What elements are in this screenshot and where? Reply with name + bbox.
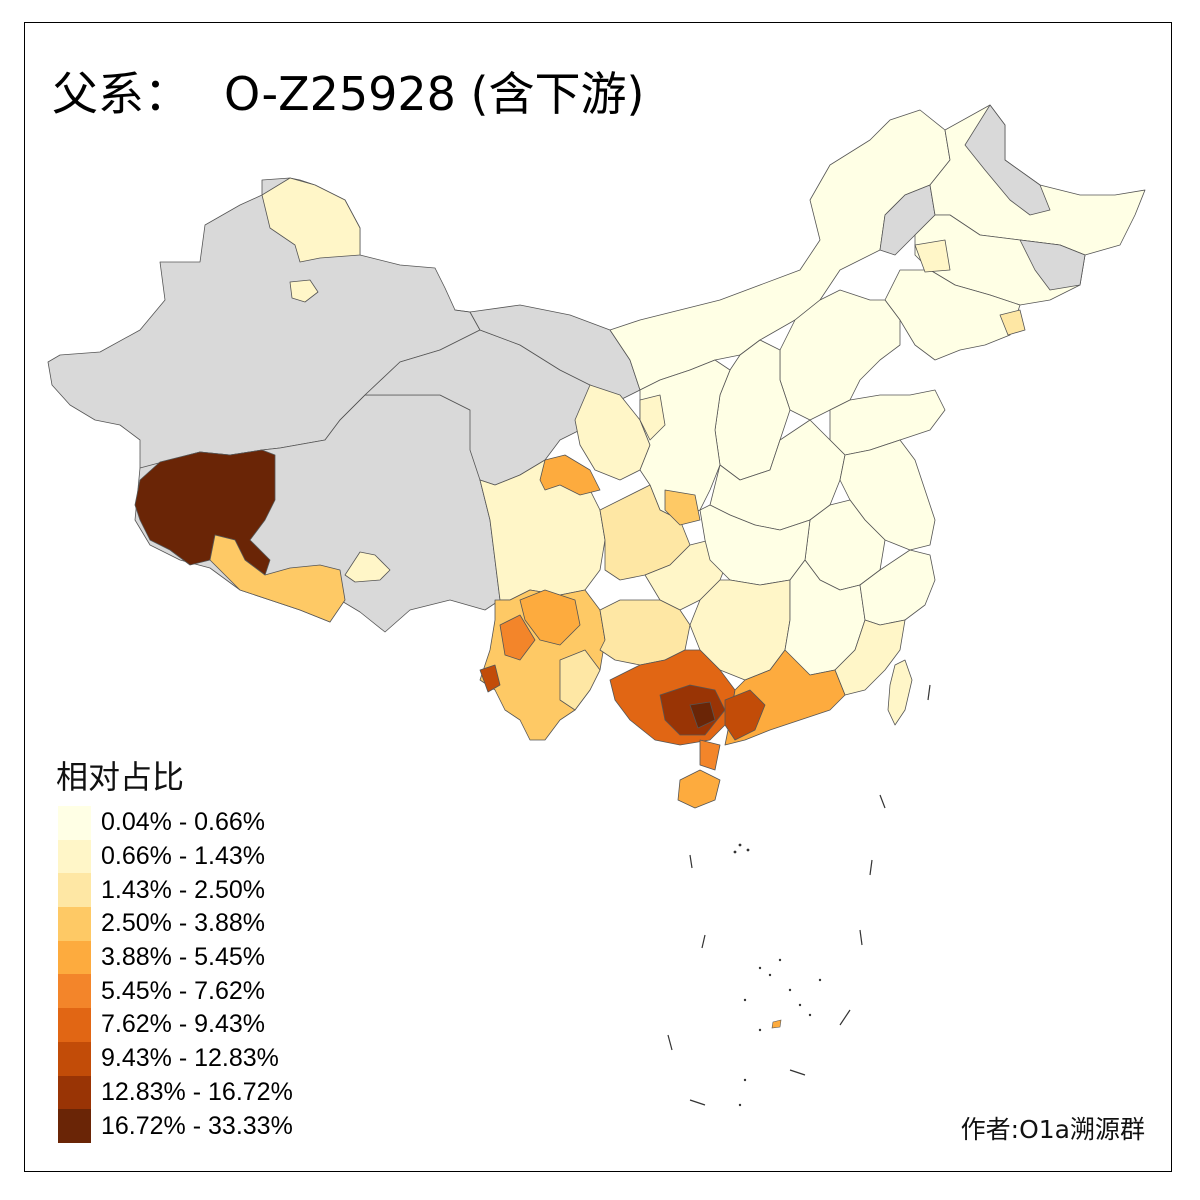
legend-item: 0.04% - 0.66% <box>58 806 293 840</box>
legend-item: 5.45% - 7.62% <box>58 974 293 1009</box>
legend-swatch <box>58 940 91 975</box>
legend-item: 3.88% - 5.45% <box>58 940 293 975</box>
legend-swatch <box>58 1109 91 1143</box>
region-gansu-west <box>454 304 641 401</box>
legend-item: 1.43% - 2.50% <box>58 873 293 908</box>
region-fujian <box>834 619 906 696</box>
legend-swatch <box>58 1041 91 1076</box>
region-yunnan-south <box>559 649 601 711</box>
author-credit: 作者:O1a溯源群 <box>960 1115 1145 1144</box>
map-frame <box>24 22 1172 1172</box>
legend-item: 12.83% - 16.72% <box>58 1075 293 1110</box>
legend-swatch <box>58 907 91 941</box>
region-gansu-south-orange <box>539 454 601 496</box>
title-prefix: 父系： <box>52 67 190 121</box>
legend-label: 2.50% - 3.88% <box>101 909 265 938</box>
legend: 0.04% - 0.66% 0.66% - 1.43% 1.43% - 2.50% 2… <box>58 806 293 1143</box>
legend-swatch <box>58 974 91 1009</box>
region-nanning <box>689 701 716 729</box>
region-sichuan-west <box>479 459 606 601</box>
region-ili <box>289 279 319 303</box>
legend-label: 1.43% - 2.50% <box>101 875 265 904</box>
region-heilongjiang-gray <box>964 104 1051 216</box>
region-shigatse <box>209 534 346 623</box>
legend-swatch <box>58 806 91 840</box>
legend-label: 16.72% - 33.33% <box>101 1111 293 1140</box>
region-yunnan-orange <box>519 589 581 646</box>
legend-label: 12.83% - 16.72% <box>101 1077 293 1106</box>
legend-title: 相对占比 <box>56 758 185 796</box>
legend-swatch <box>58 873 91 908</box>
legend-label: 9.43% - 12.83% <box>101 1044 279 1073</box>
south-sea-islands <box>733 843 822 1107</box>
region-qinghai <box>339 329 621 486</box>
region-xishuangbanna <box>479 664 501 693</box>
region-leizhou <box>699 739 721 771</box>
legend-item: 7.62% - 9.43% <box>58 1008 293 1042</box>
region-zhejiang <box>859 549 936 626</box>
region-jilin-gray <box>1019 239 1086 291</box>
region-liaoning-accent <box>914 239 951 273</box>
region-taiwan <box>887 659 913 726</box>
james-shoal-marker <box>771 1019 782 1029</box>
legend-label: 0.66% - 1.43% <box>101 842 265 871</box>
legend-swatch <box>58 839 91 874</box>
region-guangdong-west <box>724 689 766 741</box>
title-haplogroup: O-Z25928 (含下游) <box>224 67 645 121</box>
region-hanzhong <box>664 489 701 526</box>
region-hainan <box>677 769 721 809</box>
region-dandong <box>999 309 1026 336</box>
region-shannan <box>344 551 391 583</box>
region-ngari <box>134 449 276 576</box>
region-jilin <box>914 214 1086 306</box>
nine-dash-line <box>667 684 931 1106</box>
legend-label: 5.45% - 7.62% <box>101 976 265 1005</box>
map-title: 父系： O-Z25928 (含下游) <box>52 58 644 124</box>
legend-item: 0.66% - 1.43% <box>58 839 293 874</box>
legend-item: 2.50% - 3.88% <box>58 907 293 941</box>
legend-swatch <box>58 1075 91 1110</box>
region-ningxia <box>639 394 666 441</box>
legend-item: 16.72% - 33.33% <box>58 1109 293 1143</box>
region-yunnan-north <box>499 614 536 661</box>
legend-item: 9.43% - 12.83% <box>58 1041 293 1076</box>
region-gansu-east <box>574 384 651 481</box>
legend-label: 3.88% - 5.45% <box>101 943 265 972</box>
region-altay <box>261 177 361 263</box>
legend-label: 0.04% - 0.66% <box>101 808 265 837</box>
legend-swatch <box>58 1008 91 1042</box>
legend-label: 7.62% - 9.43% <box>101 1010 265 1039</box>
